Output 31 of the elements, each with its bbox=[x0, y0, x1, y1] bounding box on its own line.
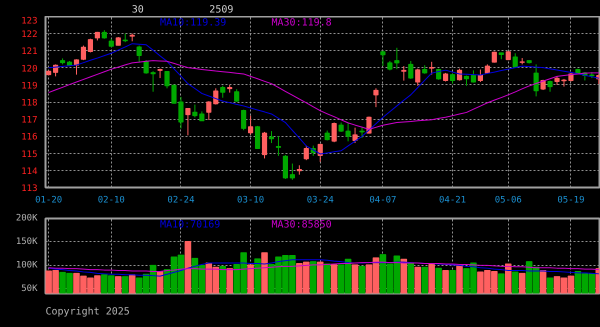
x-tick-label: 05-19 bbox=[557, 196, 584, 206]
text: MA30:119.8 bbox=[271, 18, 332, 28]
y-tick-label: 120 bbox=[21, 64, 38, 74]
x-tick-label: 04-21 bbox=[439, 196, 466, 206]
y-tick-label: 115 bbox=[21, 150, 38, 160]
y-tick-label: 117 bbox=[21, 116, 38, 126]
x-tick-label: 05-06 bbox=[494, 196, 522, 206]
x-tick-label: 02-24 bbox=[167, 196, 194, 206]
y-tick-label: 118 bbox=[21, 98, 38, 108]
y-tick-label: 123 bbox=[21, 16, 38, 26]
y-tick-label: 114 bbox=[21, 166, 38, 177]
x-tick-label: 04-07 bbox=[369, 196, 396, 206]
y-tick-label: 150K bbox=[16, 236, 38, 247]
y-tick-label: 200K bbox=[16, 214, 38, 224]
y-tick-label: 100K bbox=[16, 260, 38, 270]
y-tick-label: 116 bbox=[21, 132, 38, 143]
y-tick-label: 119 bbox=[21, 81, 38, 92]
y-tick-label: 113 bbox=[21, 184, 38, 194]
x-tick-label: 02-10 bbox=[98, 196, 125, 206]
text: 30 bbox=[132, 4, 144, 16]
x-tick-label: 01-20 bbox=[35, 196, 62, 206]
x-tick-label: 03-10 bbox=[237, 196, 264, 206]
text: MA10:70169 bbox=[160, 220, 220, 230]
text: Copyright 2025 bbox=[46, 306, 130, 318]
x-tick-label: 03-24 bbox=[306, 196, 334, 206]
y-tick-label: 122 bbox=[21, 30, 38, 40]
text: 2509 bbox=[209, 4, 234, 16]
text: MA10:119.39 bbox=[160, 18, 226, 28]
text: MA30:85850 bbox=[271, 220, 332, 230]
y-tick-label: 121 bbox=[21, 47, 38, 58]
y-tick-label: 50K bbox=[21, 284, 38, 294]
